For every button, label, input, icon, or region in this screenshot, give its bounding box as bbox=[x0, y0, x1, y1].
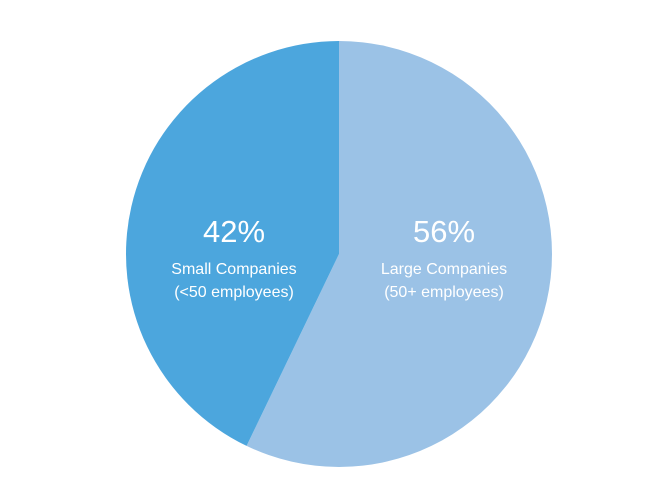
slice-0-label-line-1: (<50 employees) bbox=[174, 284, 294, 301]
slice-0-percent-label: 42% bbox=[203, 214, 265, 249]
pie-slices bbox=[126, 40, 552, 468]
slice-1-label-line-0: Large Companies bbox=[381, 261, 507, 278]
slice-0-label-line-0: Small Companies bbox=[171, 261, 296, 278]
slice-1-label-line-1: (50+ employees) bbox=[384, 284, 504, 301]
slice-1-percent-label: 56% bbox=[413, 214, 475, 249]
pie-labels: 42% Small Companies (<50 employees) 56% Larg… bbox=[171, 214, 507, 301]
pie-slice-0 bbox=[126, 40, 339, 446]
pie-slice-1 bbox=[246, 41, 552, 468]
